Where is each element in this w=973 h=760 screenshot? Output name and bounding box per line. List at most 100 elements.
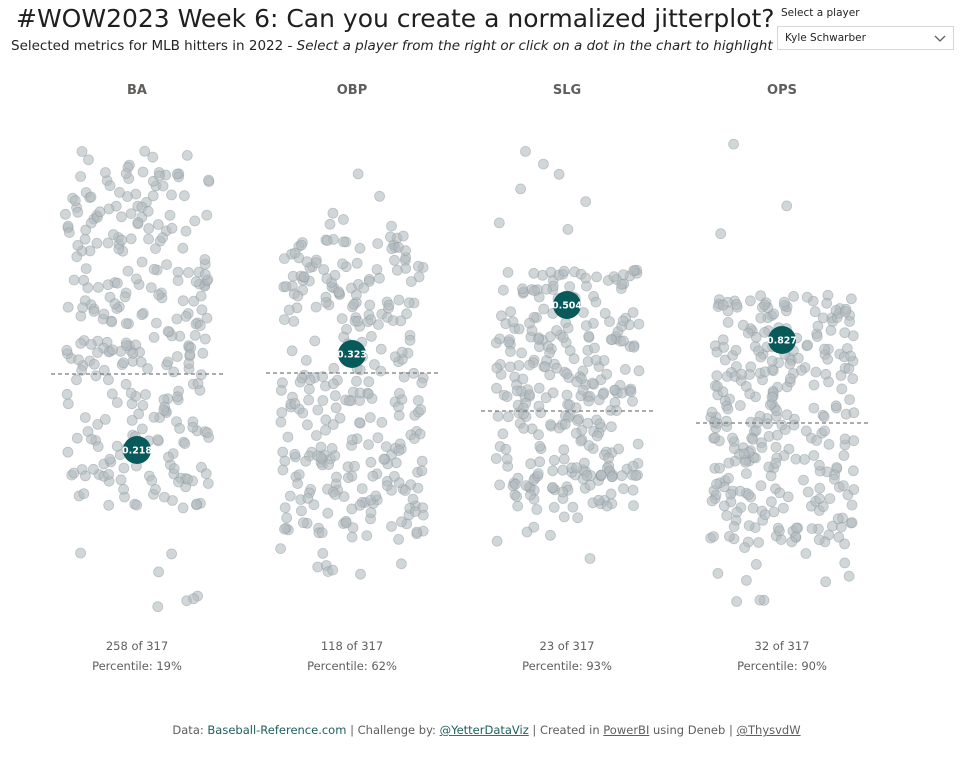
player-dot[interactable] xyxy=(162,325,174,337)
player-dot[interactable] xyxy=(617,315,629,327)
player-dot[interactable] xyxy=(618,335,629,347)
player-dot[interactable] xyxy=(365,507,377,518)
player-dot[interactable] xyxy=(590,296,602,308)
player-dot[interactable] xyxy=(561,389,573,401)
player-dot[interactable] xyxy=(731,596,742,607)
player-dot[interactable] xyxy=(835,370,847,381)
player-dot[interactable] xyxy=(531,504,543,515)
player-dot[interactable] xyxy=(61,344,73,356)
player-dot[interactable] xyxy=(368,359,380,370)
player-dot[interactable] xyxy=(492,410,504,422)
player-dot[interactable] xyxy=(120,340,132,352)
player-dot[interactable] xyxy=(315,451,327,463)
player-dot[interactable] xyxy=(571,376,583,388)
player-dot[interactable] xyxy=(533,400,545,412)
player-dot[interactable] xyxy=(547,465,559,477)
player-dot[interactable] xyxy=(68,274,80,286)
player-dot[interactable] xyxy=(286,345,298,357)
player-dot[interactable] xyxy=(147,151,159,163)
player-dot[interactable] xyxy=(168,366,180,378)
player-dot[interactable] xyxy=(814,482,826,494)
player-dot[interactable] xyxy=(376,416,388,428)
player-dot[interactable] xyxy=(161,259,173,271)
player-dot[interactable] xyxy=(171,313,183,325)
player-dot[interactable] xyxy=(177,502,189,514)
player-dot[interactable] xyxy=(502,411,514,423)
player-dot[interactable] xyxy=(599,307,611,319)
player-dot[interactable] xyxy=(346,434,358,446)
player-dot[interactable] xyxy=(759,366,771,378)
player-dot[interactable] xyxy=(781,200,793,212)
player-dot[interactable] xyxy=(507,316,519,328)
player-dot[interactable] xyxy=(515,183,526,195)
player-dot[interactable] xyxy=(80,470,91,482)
player-dot[interactable] xyxy=(755,480,767,492)
player-dot[interactable] xyxy=(182,473,193,485)
player-dot[interactable] xyxy=(284,490,296,502)
player-dot[interactable] xyxy=(298,271,310,283)
player-dot[interactable] xyxy=(150,317,162,329)
player-dot[interactable] xyxy=(583,440,595,451)
footer-author-link[interactable]: @ThysvdW xyxy=(736,723,801,737)
player-dot[interactable] xyxy=(363,439,374,451)
player-dot[interactable] xyxy=(491,382,502,394)
player-dot[interactable] xyxy=(190,276,202,288)
player-dot[interactable] xyxy=(378,453,390,465)
player-dot[interactable] xyxy=(753,537,764,548)
player-dot[interactable] xyxy=(822,353,833,365)
player-dot[interactable] xyxy=(178,190,190,202)
player-dot[interactable] xyxy=(403,297,415,309)
player-dot[interactable] xyxy=(289,398,301,409)
player-dot[interactable] xyxy=(580,320,592,332)
player-dot[interactable] xyxy=(312,404,324,416)
player-dot[interactable] xyxy=(708,531,719,542)
player-dot[interactable] xyxy=(275,416,287,428)
player-dot[interactable] xyxy=(491,535,503,547)
player-dot[interactable] xyxy=(628,500,639,512)
player-dot[interactable] xyxy=(820,576,832,588)
player-dot[interactable] xyxy=(365,314,377,326)
player-dot[interactable] xyxy=(401,308,413,320)
player-dot[interactable] xyxy=(591,430,603,442)
player-dot[interactable] xyxy=(766,391,778,403)
player-dot[interactable] xyxy=(579,457,590,469)
player-dot[interactable] xyxy=(115,474,127,486)
player-dot[interactable] xyxy=(606,471,618,483)
player-dot[interactable] xyxy=(330,402,342,414)
player-dot[interactable] xyxy=(395,558,407,570)
player-dot[interactable] xyxy=(848,484,860,495)
player-dot[interactable] xyxy=(412,482,424,494)
player-dot[interactable] xyxy=(819,425,830,437)
player-dot[interactable] xyxy=(372,238,384,250)
player-dot[interactable] xyxy=(740,456,751,468)
player-dot[interactable] xyxy=(539,361,551,373)
player-dot[interactable] xyxy=(848,465,859,477)
player-dot[interactable] xyxy=(184,349,196,361)
player-dot[interactable] xyxy=(558,444,570,456)
player-dot[interactable] xyxy=(277,464,289,476)
player-dot[interactable] xyxy=(106,388,118,400)
player-dot[interactable] xyxy=(177,242,189,254)
player-dot[interactable] xyxy=(85,191,97,203)
player-dot[interactable] xyxy=(503,336,515,348)
player-dot[interactable] xyxy=(416,455,428,467)
player-dot[interactable] xyxy=(199,269,211,280)
player-dot[interactable] xyxy=(301,419,313,431)
player-dot[interactable] xyxy=(618,269,629,281)
player-dot[interactable] xyxy=(630,470,642,482)
player-dot[interactable] xyxy=(174,422,186,434)
player-dot[interactable] xyxy=(393,387,405,399)
player-dot[interactable] xyxy=(594,418,606,430)
player-dot[interactable] xyxy=(627,307,639,318)
player-dot[interactable] xyxy=(166,548,178,560)
player-dot[interactable] xyxy=(589,342,600,354)
player-dot[interactable] xyxy=(361,530,373,542)
player-dot[interactable] xyxy=(405,276,417,287)
player-dot[interactable] xyxy=(504,346,516,357)
player-dot[interactable] xyxy=(775,534,787,546)
player-dot[interactable] xyxy=(557,486,569,498)
player-dot[interactable] xyxy=(518,422,530,434)
player-dot[interactable] xyxy=(102,279,114,291)
player-dot[interactable] xyxy=(336,313,348,325)
player-dot[interactable] xyxy=(62,446,74,458)
